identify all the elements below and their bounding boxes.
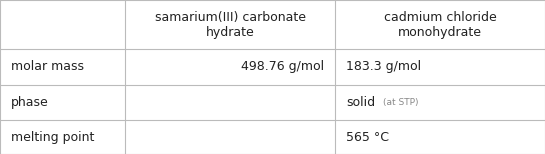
Text: (at STP): (at STP) (383, 98, 419, 107)
Text: 565 °C: 565 °C (346, 131, 389, 144)
Text: phase: phase (11, 96, 49, 109)
Text: 183.3 g/mol: 183.3 g/mol (346, 61, 421, 73)
Text: cadmium chloride
monohydrate: cadmium chloride monohydrate (384, 11, 496, 39)
Text: melting point: melting point (11, 131, 94, 144)
Text: solid: solid (346, 96, 375, 109)
Text: samarium(III) carbonate
hydrate: samarium(III) carbonate hydrate (155, 11, 306, 39)
Text: molar mass: molar mass (11, 61, 84, 73)
Text: 498.76 g/mol: 498.76 g/mol (241, 61, 324, 73)
